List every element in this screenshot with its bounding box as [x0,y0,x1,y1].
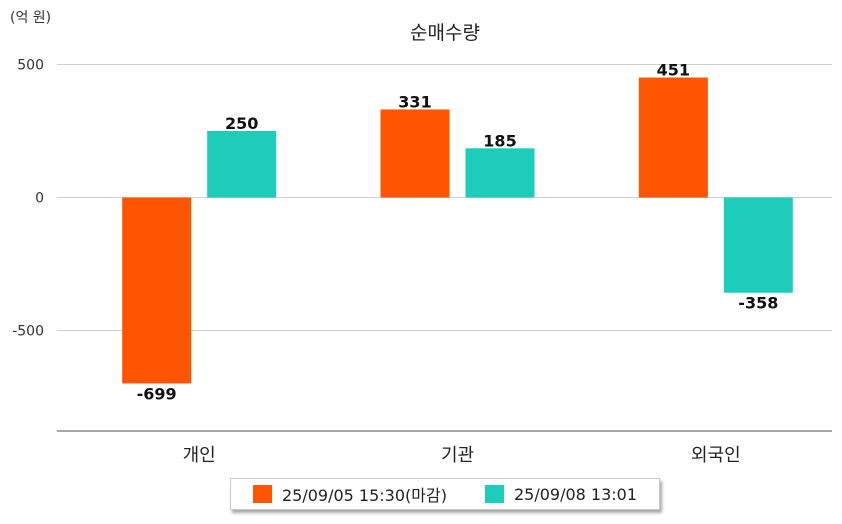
bar[interactable] [465,148,535,198]
bar[interactable] [723,197,793,293]
bar[interactable] [380,109,450,198]
data-label: 185 [483,131,516,150]
legend-item-series-1[interactable]: 25/09/05 15:30(마감) [252,482,447,506]
x-tick-label: 개인 [183,445,216,466]
legend-swatch-series-2 [484,485,504,503]
y-tick-label: 500 [17,58,44,74]
data-label: 331 [398,92,431,111]
data-label: 250 [225,114,258,133]
bar[interactable] [122,197,192,384]
x-tick-label: 외국인 [691,445,741,466]
data-label: -358 [738,294,778,313]
x-tick-label: 기관 [441,445,474,466]
bar[interactable] [638,77,708,198]
legend-item-series-2[interactable]: 25/09/08 13:01 [484,484,638,504]
legend-label-series-1: 25/09/05 15:30(마감) [281,486,447,505]
data-labels: -699 250 331 185 451 -358 [137,61,779,404]
data-label: 451 [657,61,690,80]
bar[interactable] [207,131,277,198]
legend-label-series-2: 25/09/08 13:01 [513,484,638,504]
bars [122,77,793,384]
data-label: -699 [137,384,177,403]
legend: 25/09/05 15:30(마감) 25/09/08 13:01 [230,478,660,510]
x-axis-ticks: 개인 기관 외국인 [183,445,741,466]
unit-label: (억 원) [10,10,51,26]
y-axis-ticks: 500 0 -500 [12,58,44,340]
y-tick-label: -500 [12,324,44,340]
chart-title: 순매수량 [410,22,480,44]
y-tick-label: 0 [35,191,44,207]
legend-swatch-series-1 [252,485,272,503]
